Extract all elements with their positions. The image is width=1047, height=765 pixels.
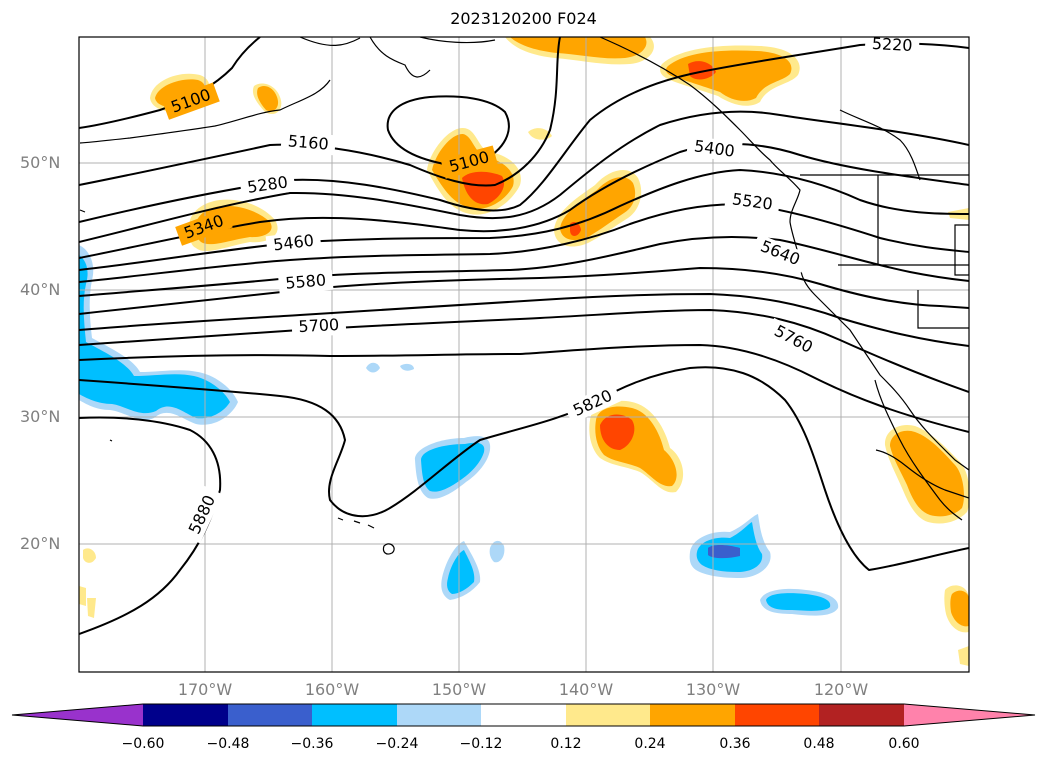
- contour-label: 5460: [272, 231, 315, 255]
- lon-label-170w: 170°W: [177, 680, 233, 699]
- colorbar-outline: [11, 703, 1036, 727]
- colorbar-segment: [481, 704, 566, 726]
- contour-5580: [79, 266, 969, 315]
- contour-label: 5640: [758, 236, 803, 269]
- colorbar-segment: [566, 704, 650, 726]
- coastline-layer: [79, 37, 969, 555]
- contour-5640: [79, 292, 969, 347]
- colorbar: [11, 703, 1036, 727]
- contour-label: 5400: [693, 136, 736, 160]
- contour-label: 5580: [285, 270, 327, 292]
- colorbar-segment: [312, 704, 397, 726]
- contour-5820: [79, 366, 969, 572]
- lon-label-140w: 140°W: [558, 680, 614, 699]
- contour-5220: [79, 42, 969, 223]
- colorbar-segment: [228, 704, 312, 726]
- colorbar-tick-label: −0.48: [206, 736, 250, 752]
- colorbar-segment: [819, 704, 904, 726]
- colorbar-segment: [397, 704, 481, 726]
- map-title: 2023120200 F024: [450, 9, 597, 28]
- lat-label-20n: 20°N: [20, 534, 61, 553]
- colorbar-tick-label: −0.36: [290, 736, 334, 752]
- positive-core-layer: [462, 61, 716, 450]
- contour-5280: [79, 110, 969, 243]
- contour-5520: [79, 235, 969, 297]
- lon-label-130w: 130°W: [685, 680, 741, 699]
- lat-label-40n: 40°N: [20, 280, 61, 299]
- colorbar-segment: [143, 704, 228, 726]
- contour-5880: [79, 416, 222, 635]
- colorbar-tick-label: 0.36: [719, 736, 751, 752]
- contour-5460: [79, 203, 969, 283]
- lon-label-120w: 120°W: [813, 680, 869, 699]
- colorbar-tick-label: 0.60: [888, 736, 920, 752]
- colorbar-tick-label: −0.12: [459, 736, 503, 752]
- colorbar-segment: [12, 704, 143, 726]
- colorbar-tick-label: −0.60: [121, 736, 165, 752]
- lat-label-50n: 50°N: [20, 153, 61, 172]
- contour-5700: [79, 308, 969, 393]
- lon-label-160w: 160°W: [304, 680, 360, 699]
- colorbar-segment: [735, 704, 819, 726]
- contour-label: 5700: [298, 315, 340, 336]
- colorbar-tick-label: 0.48: [803, 736, 835, 752]
- colorbar-tick-label: 0.24: [634, 736, 666, 752]
- contour-label: 5160: [287, 131, 329, 153]
- contour-5340: [79, 143, 969, 259]
- lon-label-150w: 150°W: [431, 680, 487, 699]
- lat-label-30n: 30°N: [20, 407, 61, 426]
- map-frame: [78, 36, 970, 673]
- contour-label: 5760: [771, 321, 816, 357]
- contour-label: 5880: [185, 492, 219, 537]
- colorbar-segment: [904, 704, 1035, 726]
- height-contour-layer: [79, 37, 969, 635]
- contour-label: 5220: [871, 34, 913, 55]
- contour-label: 5280: [246, 172, 289, 196]
- colorbar-tick-label: −0.24: [375, 736, 419, 752]
- contour-5160: [79, 37, 561, 187]
- colorbar-tick-label: 0.12: [550, 736, 582, 752]
- contour-label: 5520: [731, 189, 774, 213]
- colorbar-segment: [650, 704, 735, 726]
- negative-strong-core: [708, 545, 740, 559]
- contour-5760: [79, 343, 969, 433]
- shaded-field-layer: [79, 37, 969, 666]
- positive-halo-layer: [79, 37, 969, 666]
